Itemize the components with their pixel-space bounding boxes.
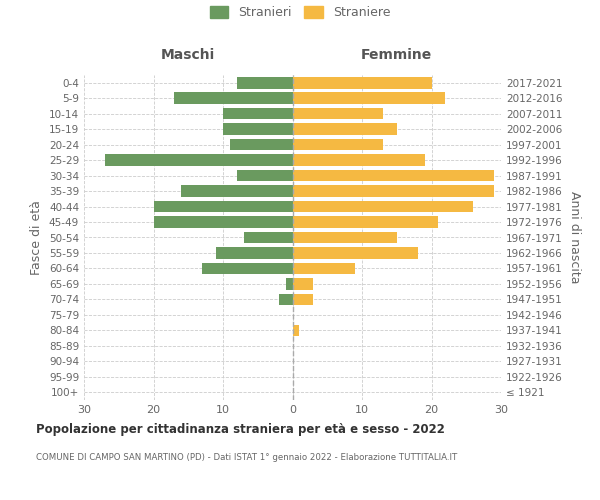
- Bar: [237, 77, 293, 88]
- Legend: Stranieri, Straniere: Stranieri, Straniere: [209, 6, 391, 19]
- Bar: [237, 170, 293, 181]
- Bar: [105, 154, 293, 166]
- Text: Popolazione per cittadinanza straniera per età e sesso - 2022: Popolazione per cittadinanza straniera p…: [36, 422, 445, 436]
- Bar: [293, 278, 313, 289]
- Bar: [223, 124, 293, 135]
- Text: Maschi: Maschi: [161, 48, 215, 62]
- Bar: [230, 139, 293, 150]
- Bar: [293, 186, 494, 197]
- Bar: [278, 294, 293, 305]
- Bar: [216, 247, 293, 259]
- Bar: [293, 294, 313, 305]
- Bar: [293, 232, 397, 243]
- Bar: [293, 262, 355, 274]
- Bar: [293, 216, 439, 228]
- Bar: [293, 92, 445, 104]
- Bar: [293, 200, 473, 212]
- Y-axis label: Anni di nascita: Anni di nascita: [568, 191, 581, 284]
- Bar: [293, 139, 383, 150]
- Bar: [293, 77, 431, 88]
- Bar: [293, 324, 299, 336]
- Bar: [293, 108, 383, 120]
- Bar: [293, 154, 425, 166]
- Bar: [293, 124, 397, 135]
- Bar: [154, 216, 293, 228]
- Bar: [244, 232, 293, 243]
- Y-axis label: Fasce di età: Fasce di età: [31, 200, 43, 275]
- Bar: [154, 200, 293, 212]
- Bar: [286, 278, 293, 289]
- Text: Femmine: Femmine: [361, 48, 433, 62]
- Bar: [293, 170, 494, 181]
- Text: COMUNE DI CAMPO SAN MARTINO (PD) - Dati ISTAT 1° gennaio 2022 - Elaborazione TUT: COMUNE DI CAMPO SAN MARTINO (PD) - Dati …: [36, 452, 457, 462]
- Bar: [202, 262, 293, 274]
- Bar: [223, 108, 293, 120]
- Bar: [175, 92, 293, 104]
- Bar: [181, 186, 293, 197]
- Bar: [293, 247, 418, 259]
